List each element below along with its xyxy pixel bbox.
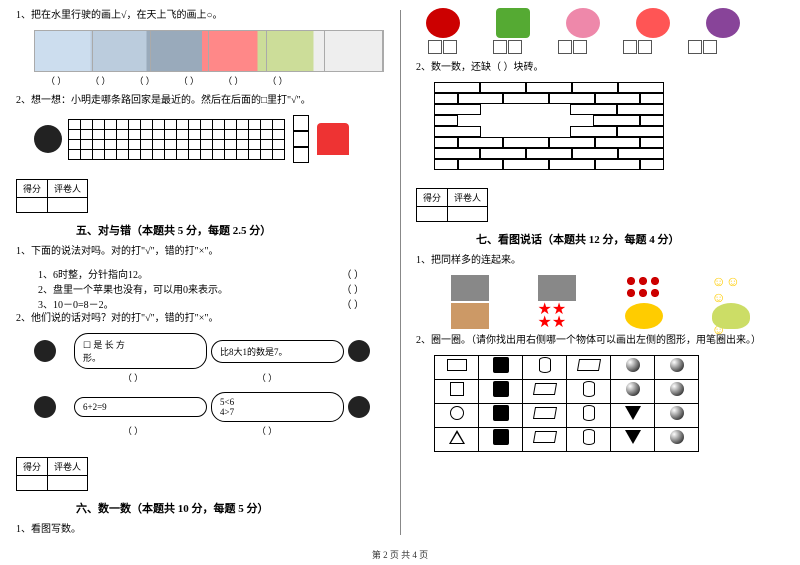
- brick-wall: [434, 82, 664, 170]
- q7-1: 1、把同样多的连起来。: [416, 253, 784, 269]
- wallet-icon: [496, 8, 530, 38]
- tf-q2: 2、他们说的话对吗？对的打"√"，错的打"×"。: [16, 311, 384, 327]
- section-6-title: 六、数一数（本题共 10 分，每题 5 分）: [76, 500, 384, 516]
- face-icon: [348, 340, 370, 362]
- bubble-2: 比8大1的数是7。: [211, 340, 344, 363]
- path-diagram: [34, 115, 384, 163]
- scissor-icon: [636, 8, 670, 38]
- q2-brick: 2、数一数，还缺（ ）块砖。: [416, 60, 784, 76]
- q7-2: 2、圈一圈。（请你找出用右侧哪一个物体可以画出左侧的图形，用笔圈出来。）: [416, 333, 784, 349]
- bubble-4: 5<64>7: [211, 392, 344, 422]
- cone-icon: [566, 8, 600, 38]
- hat-icon: [706, 8, 740, 38]
- q6-1: 1、看图写数。: [16, 522, 384, 538]
- section-7-title: 七、看图说话（本题共 12 分，每题 4 分）: [476, 231, 784, 247]
- face-icon: [34, 340, 56, 362]
- score-box-5: 得分评卷人: [16, 179, 88, 213]
- tf-3: 3、10－0=8－2。（ ）: [38, 296, 384, 311]
- tally-boxes: [428, 40, 784, 54]
- tf-2: 2、盘里一个苹果也没有，可以用0来表示。（ ）: [38, 281, 384, 296]
- q2-text: 2、想一想：小明走哪条路回家是最近的。然后在后面的□里打"√"。: [16, 93, 384, 109]
- bubble-3: 6+2=9: [74, 397, 207, 417]
- tf-intro: 1、下面的说法对吗。对的打"√"，错的打"×"。: [16, 244, 384, 260]
- match-bottom: ★★★★: [426, 303, 774, 329]
- bubble-grid: ☐ 是 长 方形。 比8大1的数是7。: [34, 333, 384, 369]
- face-icon: [34, 396, 56, 418]
- q1-text: 1、把在水里行驶的画上√，在天上飞的画上○。: [16, 8, 384, 24]
- cherry-icon: [426, 8, 460, 38]
- bubble-grid-2: 6+2=9 5<64>7: [34, 392, 384, 422]
- score-box-7: 得分评卷人: [416, 188, 488, 222]
- q1-parens: （ ）（ ）（ ）（ ）（ ）（ ）: [46, 74, 384, 87]
- fruit-row: [426, 8, 784, 38]
- section-5-title: 五、对与错（本题共 5 分，每题 2.5 分）: [76, 222, 384, 238]
- face-icon: [348, 396, 370, 418]
- house-icon: [317, 123, 349, 155]
- shape-table: [434, 355, 699, 452]
- score-box-6: 得分评卷人: [16, 457, 88, 491]
- vehicle-strip: [34, 30, 384, 72]
- match-top: ☺☺☺☺☺☺: [426, 275, 774, 301]
- person-icon: [34, 125, 62, 153]
- tf-1: 1、6时整，分针指向12。（ ）: [38, 266, 384, 281]
- page-footer: 第 2 页 共 4 页: [0, 548, 800, 561]
- bubble-1: ☐ 是 长 方形。: [74, 333, 207, 369]
